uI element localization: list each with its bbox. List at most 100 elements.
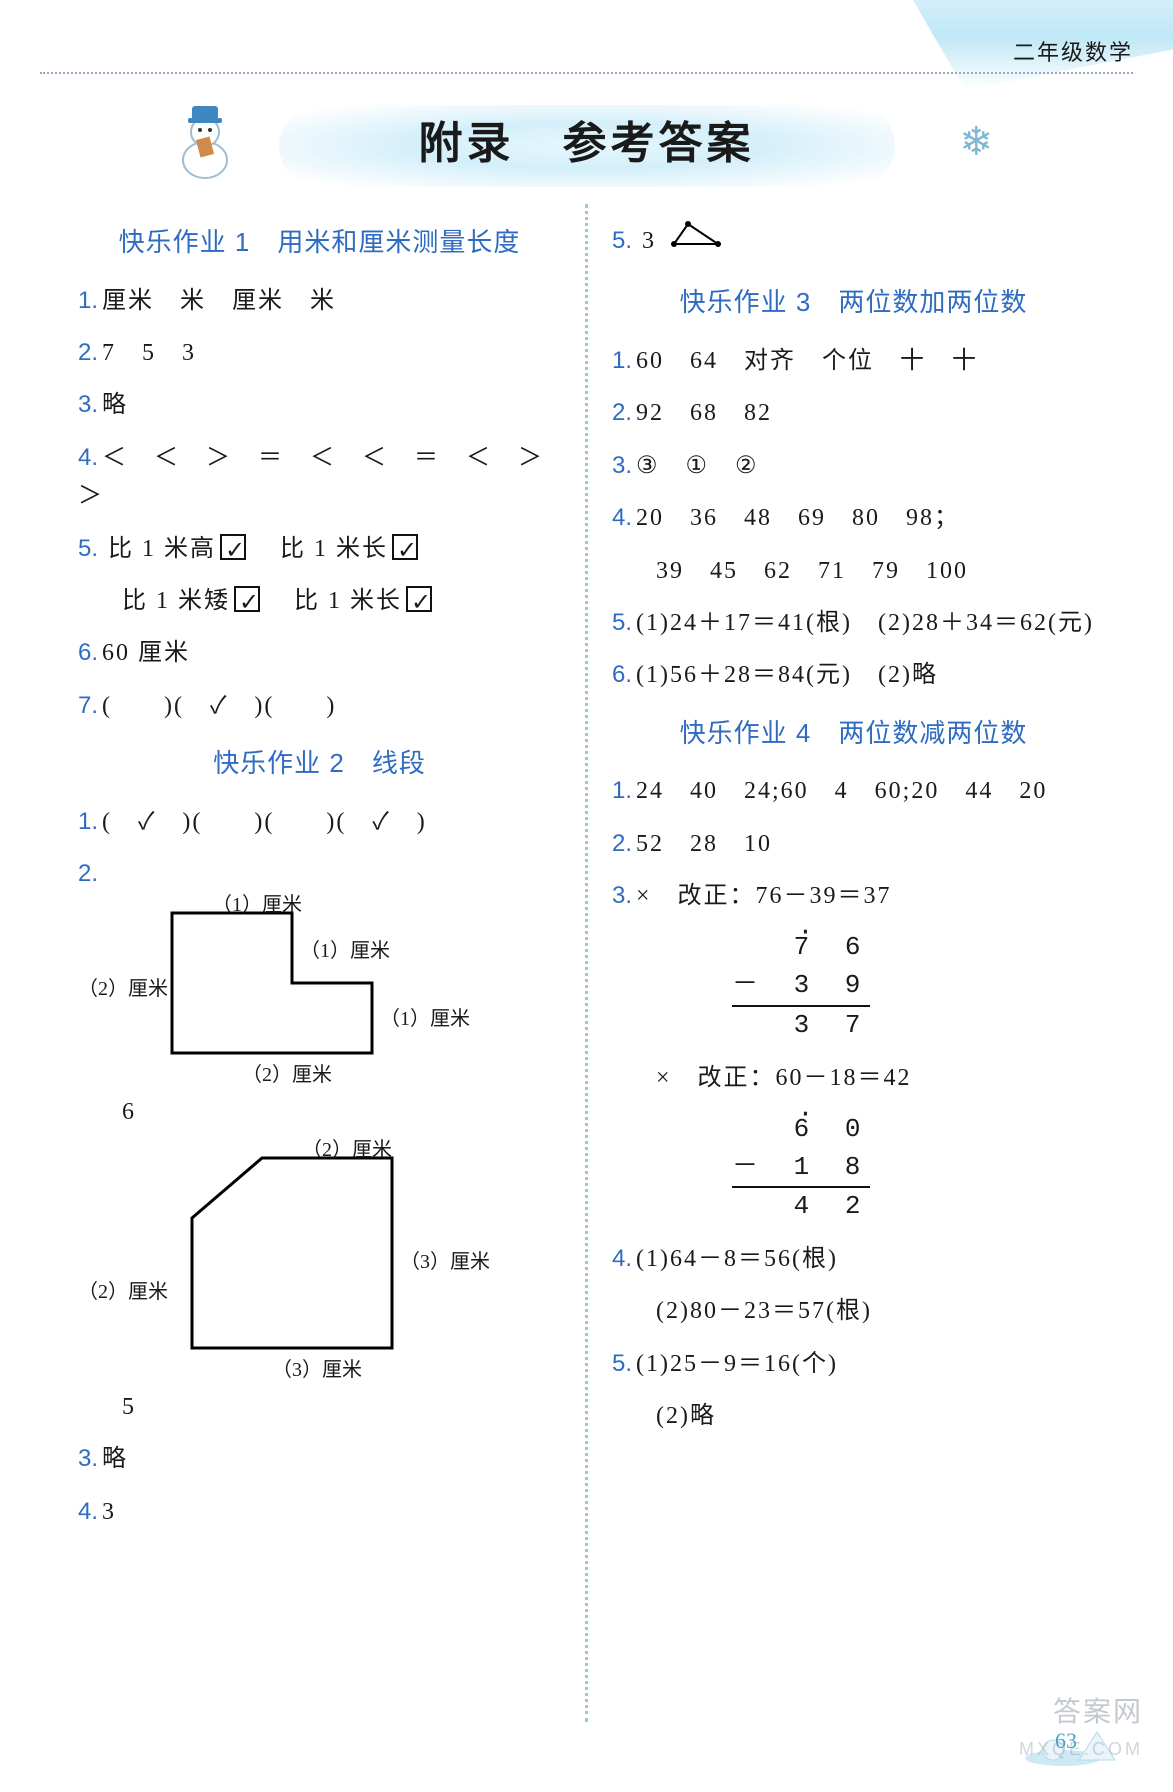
section-title-1: 快乐作业 1 用米和厘米测量长度 bbox=[78, 222, 561, 264]
answer-row: 4.＜ ＜ ＞ ＝ ＜ ＜ ＝ ＜ ＞ ＞ bbox=[78, 439, 561, 516]
answer-text: 60 厘米 bbox=[102, 640, 190, 666]
q-number: 4. bbox=[612, 504, 632, 531]
q-number: 4. bbox=[78, 444, 98, 471]
answer-row: 6.60 厘米 bbox=[78, 634, 561, 672]
answer-row: 5. 比 1 米高 比 1 米长 bbox=[78, 530, 561, 568]
q-number: 5. bbox=[612, 1350, 632, 1377]
edge-label: （3）厘米 bbox=[272, 1354, 362, 1386]
snowflake-icon: ❄ bbox=[959, 110, 993, 174]
answer-text: 比 1 米矮 bbox=[122, 588, 230, 614]
answer-text: 92 68 82 bbox=[636, 400, 772, 426]
edge-label: （2）厘米 bbox=[302, 1134, 392, 1166]
diagram-shape-b: （2）厘米 （3）厘米 （2）厘米 （3）厘米 bbox=[132, 1148, 472, 1378]
section-title-3: 快乐作业 3 两位数加两位数 bbox=[612, 282, 1095, 324]
right-column: 5. 3 快乐作业 3 两位数加两位数 1.60 64 对齐 个位 十 十 2.… bbox=[594, 204, 1113, 1722]
answer-row: 5.(1)25－9＝16(个) bbox=[612, 1345, 1095, 1383]
q-number: 4. bbox=[78, 1498, 98, 1525]
q-number: 6. bbox=[78, 639, 98, 666]
shape-b-svg bbox=[132, 1148, 432, 1358]
edge-label: （2）厘米 bbox=[78, 1276, 168, 1308]
answer-row: 4.(1)64－8＝56(根) bbox=[612, 1240, 1095, 1278]
q-number: 6. bbox=[612, 661, 632, 688]
answer-row: 1.( ✓ )( )( )( ✓ ) bbox=[78, 803, 561, 841]
calc-result: 3 7 bbox=[794, 1010, 871, 1040]
q-number: 3. bbox=[78, 391, 98, 418]
answer-row: 3.× 改正：76－39＝37 bbox=[612, 877, 1095, 915]
shape-a-svg bbox=[132, 903, 392, 1073]
answer-text: 20 36 48 69 80 98； bbox=[636, 505, 960, 531]
section-title-2: 快乐作业 2 线段 bbox=[78, 743, 561, 785]
edge-label: （1）厘米 bbox=[212, 889, 302, 921]
answer-row: 比 1 米矮 比 1 米长 bbox=[78, 582, 561, 620]
answer-text: 厘米 米 厘米 米 bbox=[102, 288, 336, 314]
answer-row: 2.52 28 10 bbox=[612, 825, 1095, 863]
answer-text: (1)64－8＝56(根) bbox=[636, 1246, 838, 1272]
calc-top: 7 6 bbox=[794, 932, 871, 962]
answer-text: 比 1 米长 bbox=[280, 536, 388, 562]
q-number: 2. bbox=[78, 339, 98, 366]
q-number: 4. bbox=[612, 1245, 632, 1272]
answer-text: × 改正：76－39＝37 bbox=[636, 883, 892, 909]
header-dotted-line bbox=[40, 72, 1133, 74]
checkbox-icon bbox=[234, 586, 260, 612]
answer-text: (2)略 bbox=[656, 1403, 716, 1429]
checkbox-icon bbox=[406, 586, 432, 612]
answer-row: 5. 3 bbox=[612, 218, 1095, 264]
answer-row: 1.60 64 对齐 个位 十 十 bbox=[612, 342, 1095, 380]
q-number: 2. bbox=[612, 399, 632, 426]
edge-label: （2）厘米 bbox=[242, 1059, 332, 1091]
answer-text: 60 64 对齐 个位 十 十 bbox=[636, 348, 978, 374]
answer-row: 6.(1)56＋28＝84(元) (2)略 bbox=[612, 656, 1095, 694]
answer-text: 7 5 3 bbox=[102, 340, 196, 366]
q-number: 5. bbox=[78, 535, 98, 562]
answer-text: 24 40 24;60 4 60;20 44 20 bbox=[636, 778, 1047, 804]
q-number: 1. bbox=[612, 347, 632, 374]
edge-label: （3）厘米 bbox=[400, 1246, 490, 1278]
left-column: 快乐作业 1 用米和厘米测量长度 1.厘米 米 厘米 米 2.7 5 3 3.略… bbox=[60, 204, 579, 1722]
answer-text: (1)24＋17＝41(根) (2)28＋34＝62(元) bbox=[636, 610, 1094, 636]
footer-decor-icon bbox=[1023, 1722, 1143, 1768]
checkbox-icon bbox=[392, 534, 418, 560]
q-number: 1. bbox=[612, 777, 632, 804]
calc-sub: － 1 8 bbox=[732, 1152, 870, 1182]
calc-result: 4 2 bbox=[794, 1191, 871, 1221]
answer-text: ③ ① ② bbox=[636, 453, 759, 479]
section-title-4: 快乐作业 4 两位数减两位数 bbox=[612, 713, 1095, 755]
answer-text: 52 28 10 bbox=[636, 831, 772, 857]
answer-row: (2)80－23＝57(根) bbox=[612, 1292, 1095, 1330]
answer-row: 3.③ ① ② bbox=[612, 447, 1095, 485]
diagram-shape-a: （1）厘米 （1）厘米 （1）厘米 （2）厘米 （2）厘米 bbox=[132, 903, 432, 1083]
edge-label: （1）厘米 bbox=[380, 1003, 470, 1035]
calc-sub: － 3 9 bbox=[732, 970, 870, 1000]
calc-top: 6 0 bbox=[794, 1114, 871, 1144]
perimeter-value: 5 bbox=[78, 1388, 561, 1426]
answer-text: 3 bbox=[102, 1499, 116, 1525]
edge-label: （1）厘米 bbox=[300, 935, 390, 967]
vertical-calc: 7 6 － 3 9 3 7 bbox=[612, 929, 1095, 1044]
answer-row: 4.3 bbox=[78, 1493, 561, 1531]
page-title: 附录 参考答案 bbox=[279, 105, 895, 187]
perimeter-value: 6 bbox=[78, 1093, 561, 1131]
answer-text: 比 1 米高 bbox=[108, 536, 216, 562]
answer-text: ( )( ✓ )( ) bbox=[102, 693, 336, 719]
q-number: 5. bbox=[612, 227, 632, 254]
answer-row: 2. bbox=[78, 855, 561, 893]
answer-row: 3.略 bbox=[78, 1440, 561, 1478]
header-subject-label: 二年级数学 bbox=[1013, 35, 1133, 70]
answer-text: (2)80－23＝57(根) bbox=[656, 1298, 872, 1324]
q-number: 3. bbox=[78, 1445, 98, 1472]
answer-row: 39 45 62 71 79 100 bbox=[612, 552, 1095, 590]
edge-label: （2）厘米 bbox=[78, 973, 168, 1005]
q-number: 3. bbox=[612, 452, 632, 479]
answer-row: 3.略 bbox=[78, 386, 561, 424]
q-number: 5. bbox=[612, 609, 632, 636]
q-number: 2. bbox=[612, 830, 632, 857]
answer-row: 7.( )( ✓ )( ) bbox=[78, 687, 561, 725]
answer-row: 1.厘米 米 厘米 米 bbox=[78, 282, 561, 320]
q-number: 1. bbox=[78, 808, 98, 835]
triangle-icon bbox=[668, 218, 724, 264]
vertical-calc: 6 0 － 1 8 4 2 bbox=[612, 1111, 1095, 1226]
column-divider bbox=[585, 204, 588, 1722]
answer-text: 39 45 62 71 79 100 bbox=[656, 558, 968, 584]
answer-text: × 改正：60－18＝42 bbox=[656, 1065, 912, 1091]
